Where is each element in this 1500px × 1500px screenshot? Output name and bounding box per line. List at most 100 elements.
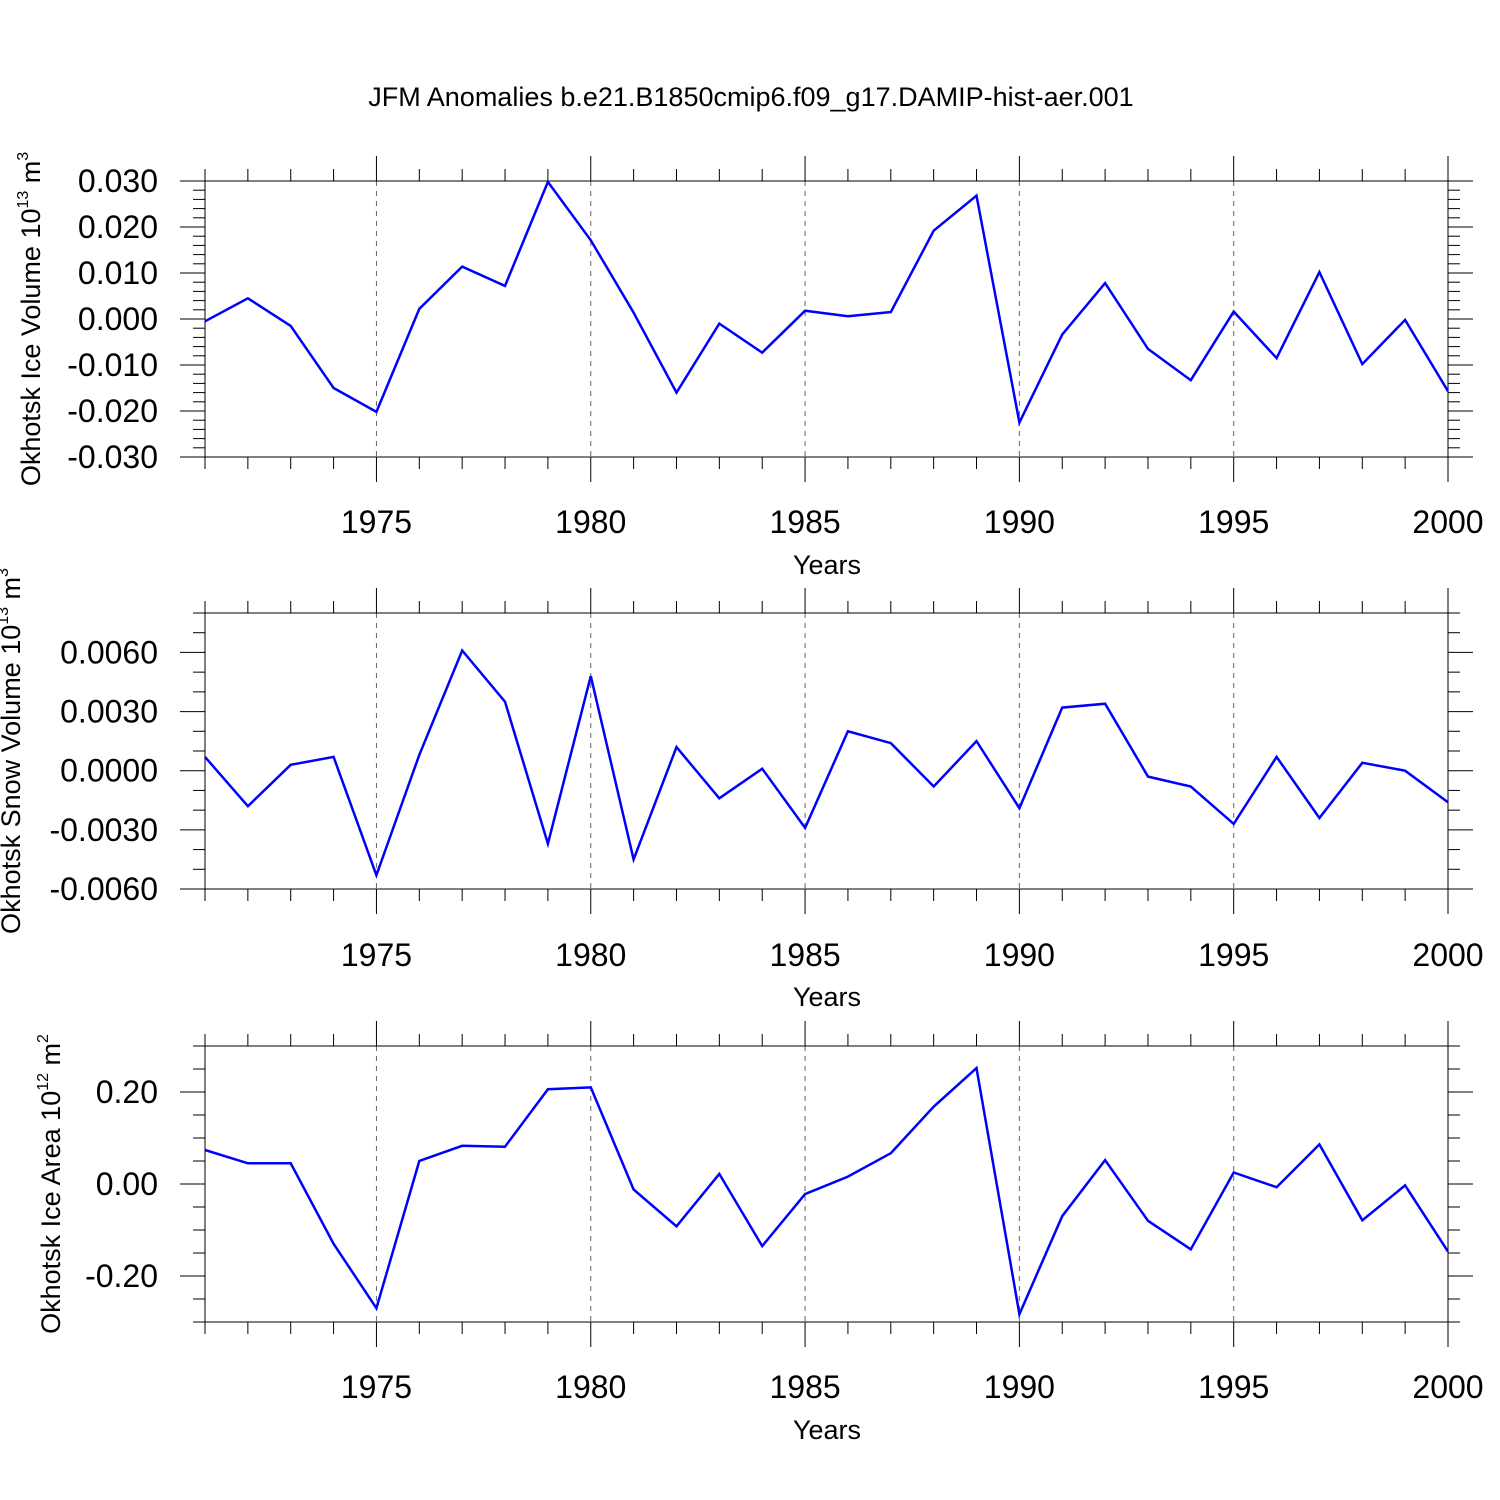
data-point — [1060, 1214, 1065, 1219]
data-point — [888, 741, 893, 746]
data-point — [1274, 1185, 1279, 1190]
plot-frame — [204, 612, 1449, 890]
data-point — [931, 784, 936, 789]
series-line — [204, 1065, 1450, 1319]
x-axis-label: Years — [793, 550, 861, 580]
y-tick-label: -0.020 — [67, 393, 158, 429]
plot-frame — [204, 180, 1449, 458]
data-point — [803, 308, 808, 313]
data-point — [545, 1087, 550, 1092]
data-point — [588, 1085, 593, 1090]
data-point — [588, 238, 593, 243]
x-tick-label: 2000 — [1412, 937, 1483, 973]
x-tick-label: 1975 — [341, 1369, 412, 1405]
data-point — [1188, 784, 1193, 789]
x-axis-label: Years — [793, 982, 861, 1012]
y-tick-label: -0.010 — [67, 347, 158, 383]
data-point — [288, 323, 293, 328]
data-point — [1403, 768, 1408, 773]
y-tick-label: 0.0030 — [60, 694, 158, 730]
x-tick-label: 1980 — [555, 504, 626, 540]
y-axis-label-part: 13 — [0, 607, 12, 625]
panel-1: -0.030 -0.020 -0.010 0.000 0.010 0.020 0.030 19… — [15, 152, 1484, 580]
data-point — [717, 1171, 722, 1176]
data-point — [1060, 332, 1065, 337]
data-point — [931, 1104, 936, 1109]
data-point — [288, 1161, 293, 1166]
data-point — [1060, 705, 1065, 710]
data-point — [717, 796, 722, 801]
data-point — [1231, 821, 1236, 826]
data-point — [1103, 701, 1108, 706]
y-axis-label: Okhotsk Ice Volume 1013 m3 — [15, 152, 46, 486]
data-point — [1231, 309, 1236, 314]
data-point — [845, 729, 850, 734]
x-tick-label: 1980 — [555, 1369, 626, 1405]
y-tick-label: 0.000 — [78, 301, 158, 337]
data-point — [331, 754, 336, 759]
y-axis-label-part: Okhotsk Snow Volume 10 — [0, 625, 26, 934]
data-point — [1017, 1312, 1022, 1317]
y-tick-label: -0.0030 — [49, 812, 158, 848]
y-axis-label-part: Okhotsk Ice Area 10 — [36, 1091, 66, 1334]
series-line — [204, 179, 1450, 427]
data-point — [1017, 806, 1022, 811]
data-point — [374, 873, 379, 878]
data-point — [588, 674, 593, 679]
x-tick-label: 1995 — [1198, 937, 1269, 973]
x-tick-label: 1995 — [1198, 504, 1269, 540]
x-tick-label: 1985 — [769, 937, 840, 973]
data-point — [503, 1144, 508, 1149]
data-point — [331, 386, 336, 391]
data-point — [845, 1174, 850, 1179]
y-axis-label: Okhotsk Ice Area 1012 m2 — [35, 1034, 66, 1334]
x-axis-label: Years — [793, 1415, 861, 1445]
x-tick-label: 1975 — [341, 504, 412, 540]
x-tick-label: 1990 — [984, 1369, 1055, 1405]
data-point — [1145, 1218, 1150, 1223]
data-point — [760, 1244, 765, 1249]
y-tick-label: -0.030 — [67, 439, 158, 475]
x-tick-label: 1980 — [555, 937, 626, 973]
x-tick-label: 1990 — [984, 937, 1055, 973]
y-tick-label: -0.0060 — [49, 871, 158, 907]
data-point — [503, 283, 508, 288]
data-point — [888, 1151, 893, 1156]
data-point — [545, 179, 550, 184]
y-axis-label-part: 2 — [35, 1034, 52, 1043]
data-point — [460, 264, 465, 269]
data-point — [974, 193, 979, 198]
data-point — [631, 857, 636, 862]
data-point — [1231, 1170, 1236, 1175]
data-point — [674, 390, 679, 395]
data-point — [417, 306, 422, 311]
data-point — [1017, 420, 1022, 425]
data-point — [974, 739, 979, 744]
data-point — [760, 350, 765, 355]
data-point — [1103, 281, 1108, 286]
data-point — [503, 699, 508, 704]
x-tick-label: 1990 — [984, 504, 1055, 540]
data-point — [845, 314, 850, 319]
panel-3: -0.20 0.00 0.20 1975 1980 1985 1990 1995 2000 Yea… — [35, 1021, 1484, 1445]
data-point — [1446, 389, 1451, 394]
data-point — [245, 1161, 250, 1166]
y-tick-label: 0.030 — [78, 163, 158, 199]
data-point — [288, 762, 293, 767]
data-point — [1188, 378, 1193, 383]
data-point — [417, 752, 422, 757]
data-point — [1446, 800, 1451, 805]
data-point — [1360, 1218, 1365, 1223]
x-tick-label: 1985 — [769, 1369, 840, 1405]
data-point — [1103, 1158, 1108, 1163]
data-point — [545, 841, 550, 846]
data-point — [803, 825, 808, 830]
data-point — [803, 1192, 808, 1197]
x-tick-label: 1975 — [341, 937, 412, 973]
x-tick-label: 2000 — [1412, 1369, 1483, 1405]
y-tick-label: 0.020 — [78, 209, 158, 245]
data-point — [717, 321, 722, 326]
data-point — [931, 228, 936, 233]
data-point — [674, 745, 679, 750]
data-point — [1274, 754, 1279, 759]
